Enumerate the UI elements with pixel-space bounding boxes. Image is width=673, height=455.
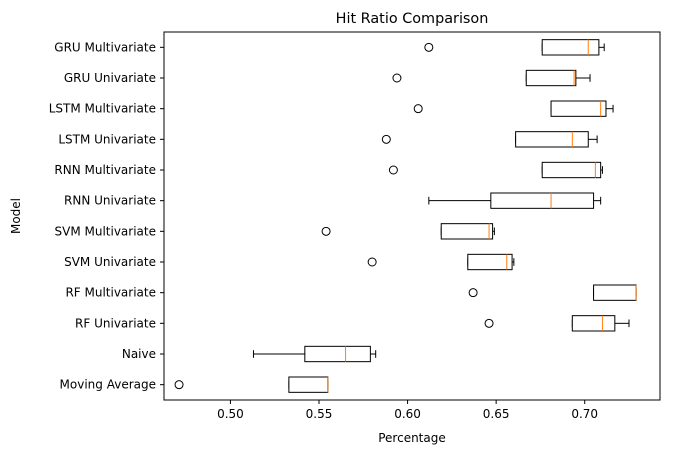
x-tick-label: 0.60 — [394, 407, 421, 421]
outlier-point — [468, 288, 478, 298]
box-iqr — [571, 315, 616, 332]
y-tick-label: RF Multivariate — [65, 286, 156, 300]
outlier-point — [424, 42, 434, 52]
box-lstm-multivariate — [413, 100, 614, 117]
box-rnn-univariate — [428, 192, 602, 209]
x-axis: 0.50 0.55 0.60 0.65 0.70 — [217, 400, 598, 421]
outlier-point — [321, 226, 331, 236]
x-tick-label: 0.65 — [483, 407, 510, 421]
box-iqr — [550, 100, 607, 117]
y-tick-label: SVM Multivariate — [55, 224, 157, 238]
y-tick-label: RNN Multivariate — [54, 163, 156, 177]
box-moving-average — [174, 376, 329, 393]
box-rf-univariate — [484, 315, 630, 332]
box-iqr — [525, 69, 577, 87]
x-tick-label: 0.50 — [217, 407, 244, 421]
axes-frame — [163, 31, 661, 401]
box-rf-multivariate — [468, 284, 637, 301]
box-rnn-multivariate — [388, 161, 603, 179]
x-tick-label: 0.55 — [306, 407, 333, 421]
box-iqr — [541, 39, 600, 56]
y-axis: Moving Average Naive RF Univariate RF Multi… — [49, 40, 164, 392]
box-gru-multivariate — [424, 39, 605, 56]
box-iqr — [304, 345, 371, 363]
outlier-point — [392, 73, 402, 83]
box-lstm-univariate — [381, 131, 598, 148]
box-iqr — [515, 131, 589, 148]
chart-title: Hit Ratio Comparison — [336, 11, 489, 27]
y-tick-label: RNN Univariate — [64, 194, 156, 208]
box-gru-univariate — [392, 69, 591, 87]
y-axis-label: Model — [9, 198, 23, 234]
y-tick-label: LSTM Univariate — [58, 132, 156, 146]
x-axis-label: Percentage — [378, 431, 446, 445]
y-tick-label: Moving Average — [60, 378, 156, 392]
box-iqr — [288, 376, 329, 393]
y-tick-label: RF Univariate — [75, 316, 156, 330]
y-tick-label: Naive — [122, 347, 156, 361]
outlier-point — [174, 380, 184, 390]
box-svm-univariate — [367, 253, 515, 271]
x-tick-label: 0.70 — [571, 407, 598, 421]
outlier-point — [484, 318, 494, 328]
box-iqr — [593, 284, 637, 301]
y-tick-label: SVM Univariate — [64, 255, 156, 269]
box-naive — [252, 345, 377, 363]
outlier-point — [381, 134, 391, 144]
plot-area — [174, 39, 637, 393]
outlier-point — [388, 165, 398, 175]
box-iqr — [541, 161, 602, 179]
outlier-point — [413, 104, 423, 114]
outlier-point — [367, 257, 377, 267]
box-svm-multivariate — [321, 223, 495, 240]
box-iqr — [440, 223, 494, 240]
y-tick-label: GRU Univariate — [64, 71, 156, 85]
box-iqr — [467, 253, 513, 271]
y-tick-label: GRU Multivariate — [54, 40, 156, 54]
box-iqr — [490, 192, 595, 209]
y-tick-label: LSTM Multivariate — [49, 102, 156, 116]
